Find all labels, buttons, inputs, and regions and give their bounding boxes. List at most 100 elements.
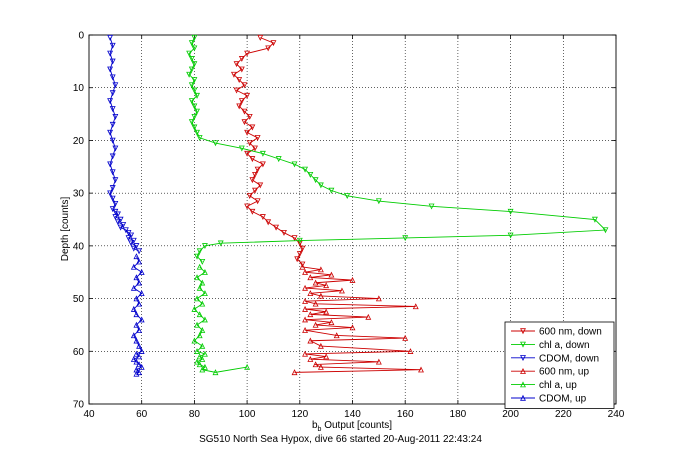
x-tick-label: 60 xyxy=(136,409,148,420)
data-point xyxy=(196,353,203,360)
data-point xyxy=(188,119,195,126)
data-point xyxy=(199,355,206,362)
data-point xyxy=(109,58,116,65)
data-point xyxy=(117,224,124,231)
data-point xyxy=(428,203,435,210)
data-point xyxy=(307,355,314,362)
legend-entry-label: CDOM, down xyxy=(539,353,599,364)
data-point xyxy=(196,248,203,255)
data-point xyxy=(307,274,314,281)
data-point xyxy=(230,71,237,78)
data-point xyxy=(259,214,266,221)
data-point xyxy=(507,232,514,239)
data-point xyxy=(317,266,324,273)
data-point xyxy=(339,287,345,294)
series-2 xyxy=(107,34,143,255)
data-point xyxy=(133,295,140,302)
data-point xyxy=(125,235,132,242)
y-tick-label: 20 xyxy=(73,136,85,147)
x-axis-label: bb Output [counts] xyxy=(312,420,392,433)
data-point xyxy=(112,214,119,221)
data-point xyxy=(194,348,200,354)
series-4 xyxy=(191,263,251,376)
data-point xyxy=(109,195,116,202)
data-point xyxy=(249,208,256,215)
data-point xyxy=(246,140,253,147)
x-tick-label: 200 xyxy=(502,409,519,420)
data-point xyxy=(107,66,114,73)
data-point xyxy=(138,316,145,323)
data-point xyxy=(130,245,137,252)
data-point xyxy=(244,129,251,136)
data-point xyxy=(265,45,272,52)
data-point xyxy=(194,358,200,365)
data-point xyxy=(107,129,114,136)
data-point xyxy=(109,169,116,176)
data-point xyxy=(323,308,330,315)
data-point xyxy=(238,56,245,62)
data-point xyxy=(254,166,261,173)
plot-series xyxy=(107,34,609,377)
data-point xyxy=(112,200,119,207)
data-point xyxy=(507,208,514,215)
data-point xyxy=(109,185,116,192)
data-point xyxy=(317,182,324,189)
data-point xyxy=(333,332,340,339)
data-point xyxy=(196,311,203,318)
data-point xyxy=(418,366,424,373)
data-point xyxy=(241,119,248,126)
data-point xyxy=(133,350,140,357)
data-point xyxy=(257,182,264,189)
data-point xyxy=(252,171,258,178)
data-point xyxy=(328,271,335,278)
data-point xyxy=(244,363,251,370)
data-point xyxy=(244,203,251,210)
data-point xyxy=(196,135,203,141)
data-point xyxy=(317,363,324,370)
data-point xyxy=(249,156,256,163)
data-point xyxy=(194,253,200,260)
data-point xyxy=(307,311,314,318)
legend-swatch-marker xyxy=(520,381,526,388)
data-point xyxy=(402,334,409,341)
data-point xyxy=(138,269,145,275)
data-point xyxy=(302,305,309,312)
data-point xyxy=(112,145,119,152)
legend-swatch-marker xyxy=(520,328,526,335)
data-point xyxy=(375,358,382,365)
data-point xyxy=(109,153,116,160)
data-point xyxy=(236,103,243,110)
data-point xyxy=(296,237,303,244)
legend-entry-label: 600 nm, up xyxy=(539,367,589,378)
data-point xyxy=(191,103,198,110)
data-point xyxy=(130,332,137,339)
data-point xyxy=(402,235,409,242)
data-point xyxy=(246,193,253,199)
data-point xyxy=(191,114,198,120)
data-point xyxy=(252,145,258,152)
data-point xyxy=(115,219,121,226)
data-point xyxy=(191,77,198,84)
data-point xyxy=(130,355,137,362)
data-point xyxy=(307,171,314,178)
data-point xyxy=(133,321,140,328)
data-point xyxy=(130,263,137,270)
legend-box xyxy=(504,321,615,409)
x-tick-label: 140 xyxy=(344,409,361,420)
data-point xyxy=(312,177,319,184)
data-point xyxy=(133,358,140,365)
data-point xyxy=(312,321,319,328)
data-point xyxy=(112,114,119,120)
data-point xyxy=(188,66,195,73)
data-point xyxy=(188,56,195,62)
data-point xyxy=(244,92,251,99)
data-point xyxy=(307,290,314,297)
data-point xyxy=(302,284,309,291)
data-point xyxy=(186,50,193,57)
data-point xyxy=(136,300,143,307)
data-point xyxy=(194,321,200,328)
data-point xyxy=(136,342,143,349)
data-point xyxy=(201,290,208,297)
data-point xyxy=(244,150,251,157)
